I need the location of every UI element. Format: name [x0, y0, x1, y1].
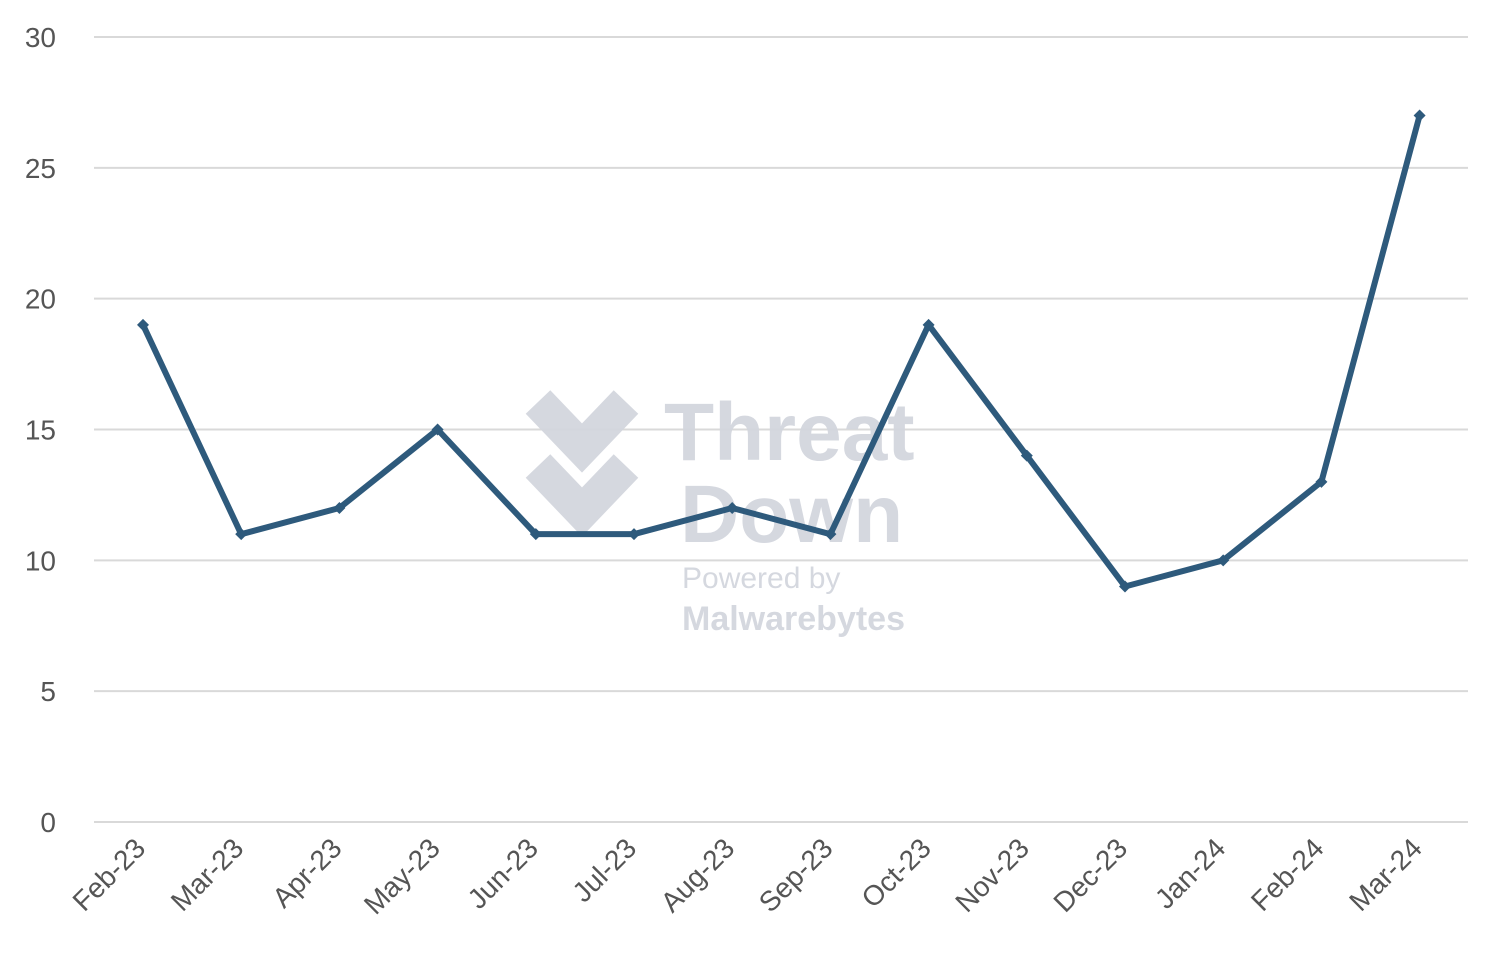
data-point: [235, 528, 248, 541]
data-point: [137, 318, 149, 331]
x-tick-label: Mar-23: [165, 832, 250, 917]
x-tick-label: Feb-24: [1245, 832, 1330, 917]
x-axis-ticks: Feb-23 Mar-23 Apr-23 May-23 Jun-23 Jul-23 Aug-…: [67, 832, 1428, 920]
y-tick-label: 20: [25, 284, 56, 315]
data-point: [628, 528, 640, 541]
series-group: [137, 109, 1426, 593]
threatdown-logo-icon: [525, 390, 639, 537]
watermark-line3: Powered by: [682, 562, 840, 595]
y-tick-label: 0: [40, 807, 56, 838]
x-tick-label: Jun-23: [462, 832, 544, 914]
x-tick-label: Oct-23: [856, 832, 937, 913]
data-point: [431, 423, 444, 436]
y-tick-label: 10: [25, 545, 56, 576]
watermark-line4: Malwarebytes: [682, 600, 905, 638]
x-tick-label: Nov-23: [949, 832, 1035, 918]
y-tick-label: 5: [40, 676, 56, 707]
data-point: [824, 528, 837, 541]
x-tick-label: Apr-23: [266, 832, 347, 913]
data-point: [1217, 554, 1230, 567]
y-tick-label: 15: [25, 415, 56, 446]
y-axis-ticks: 0 5 10 15 20 25 30: [25, 22, 56, 838]
data-point: [529, 528, 542, 541]
data-point: [1119, 580, 1131, 593]
x-tick-label: Sep-23: [753, 832, 839, 918]
x-tick-label: Jul-23: [566, 832, 642, 908]
data-point: [726, 502, 739, 514]
y-tick-label: 30: [25, 22, 56, 53]
x-tick-label: Mar-24: [1343, 832, 1428, 917]
data-point: [922, 318, 935, 331]
x-tick-label: Dec-23: [1047, 832, 1133, 918]
data-point: [1413, 109, 1426, 122]
y-tick-label: 25: [25, 153, 56, 184]
x-tick-label: Feb-23: [67, 832, 152, 917]
gridlines: [94, 36, 1468, 823]
data-point: [333, 502, 346, 514]
x-tick-label: May-23: [358, 832, 446, 920]
watermark-line1: Threat: [664, 387, 915, 478]
x-tick-label: Jan-24: [1149, 832, 1231, 914]
series-line: [140, 112, 1423, 590]
data-point: [1315, 475, 1328, 488]
data-point: [1020, 449, 1033, 462]
x-tick-label: Aug-23: [655, 832, 741, 918]
